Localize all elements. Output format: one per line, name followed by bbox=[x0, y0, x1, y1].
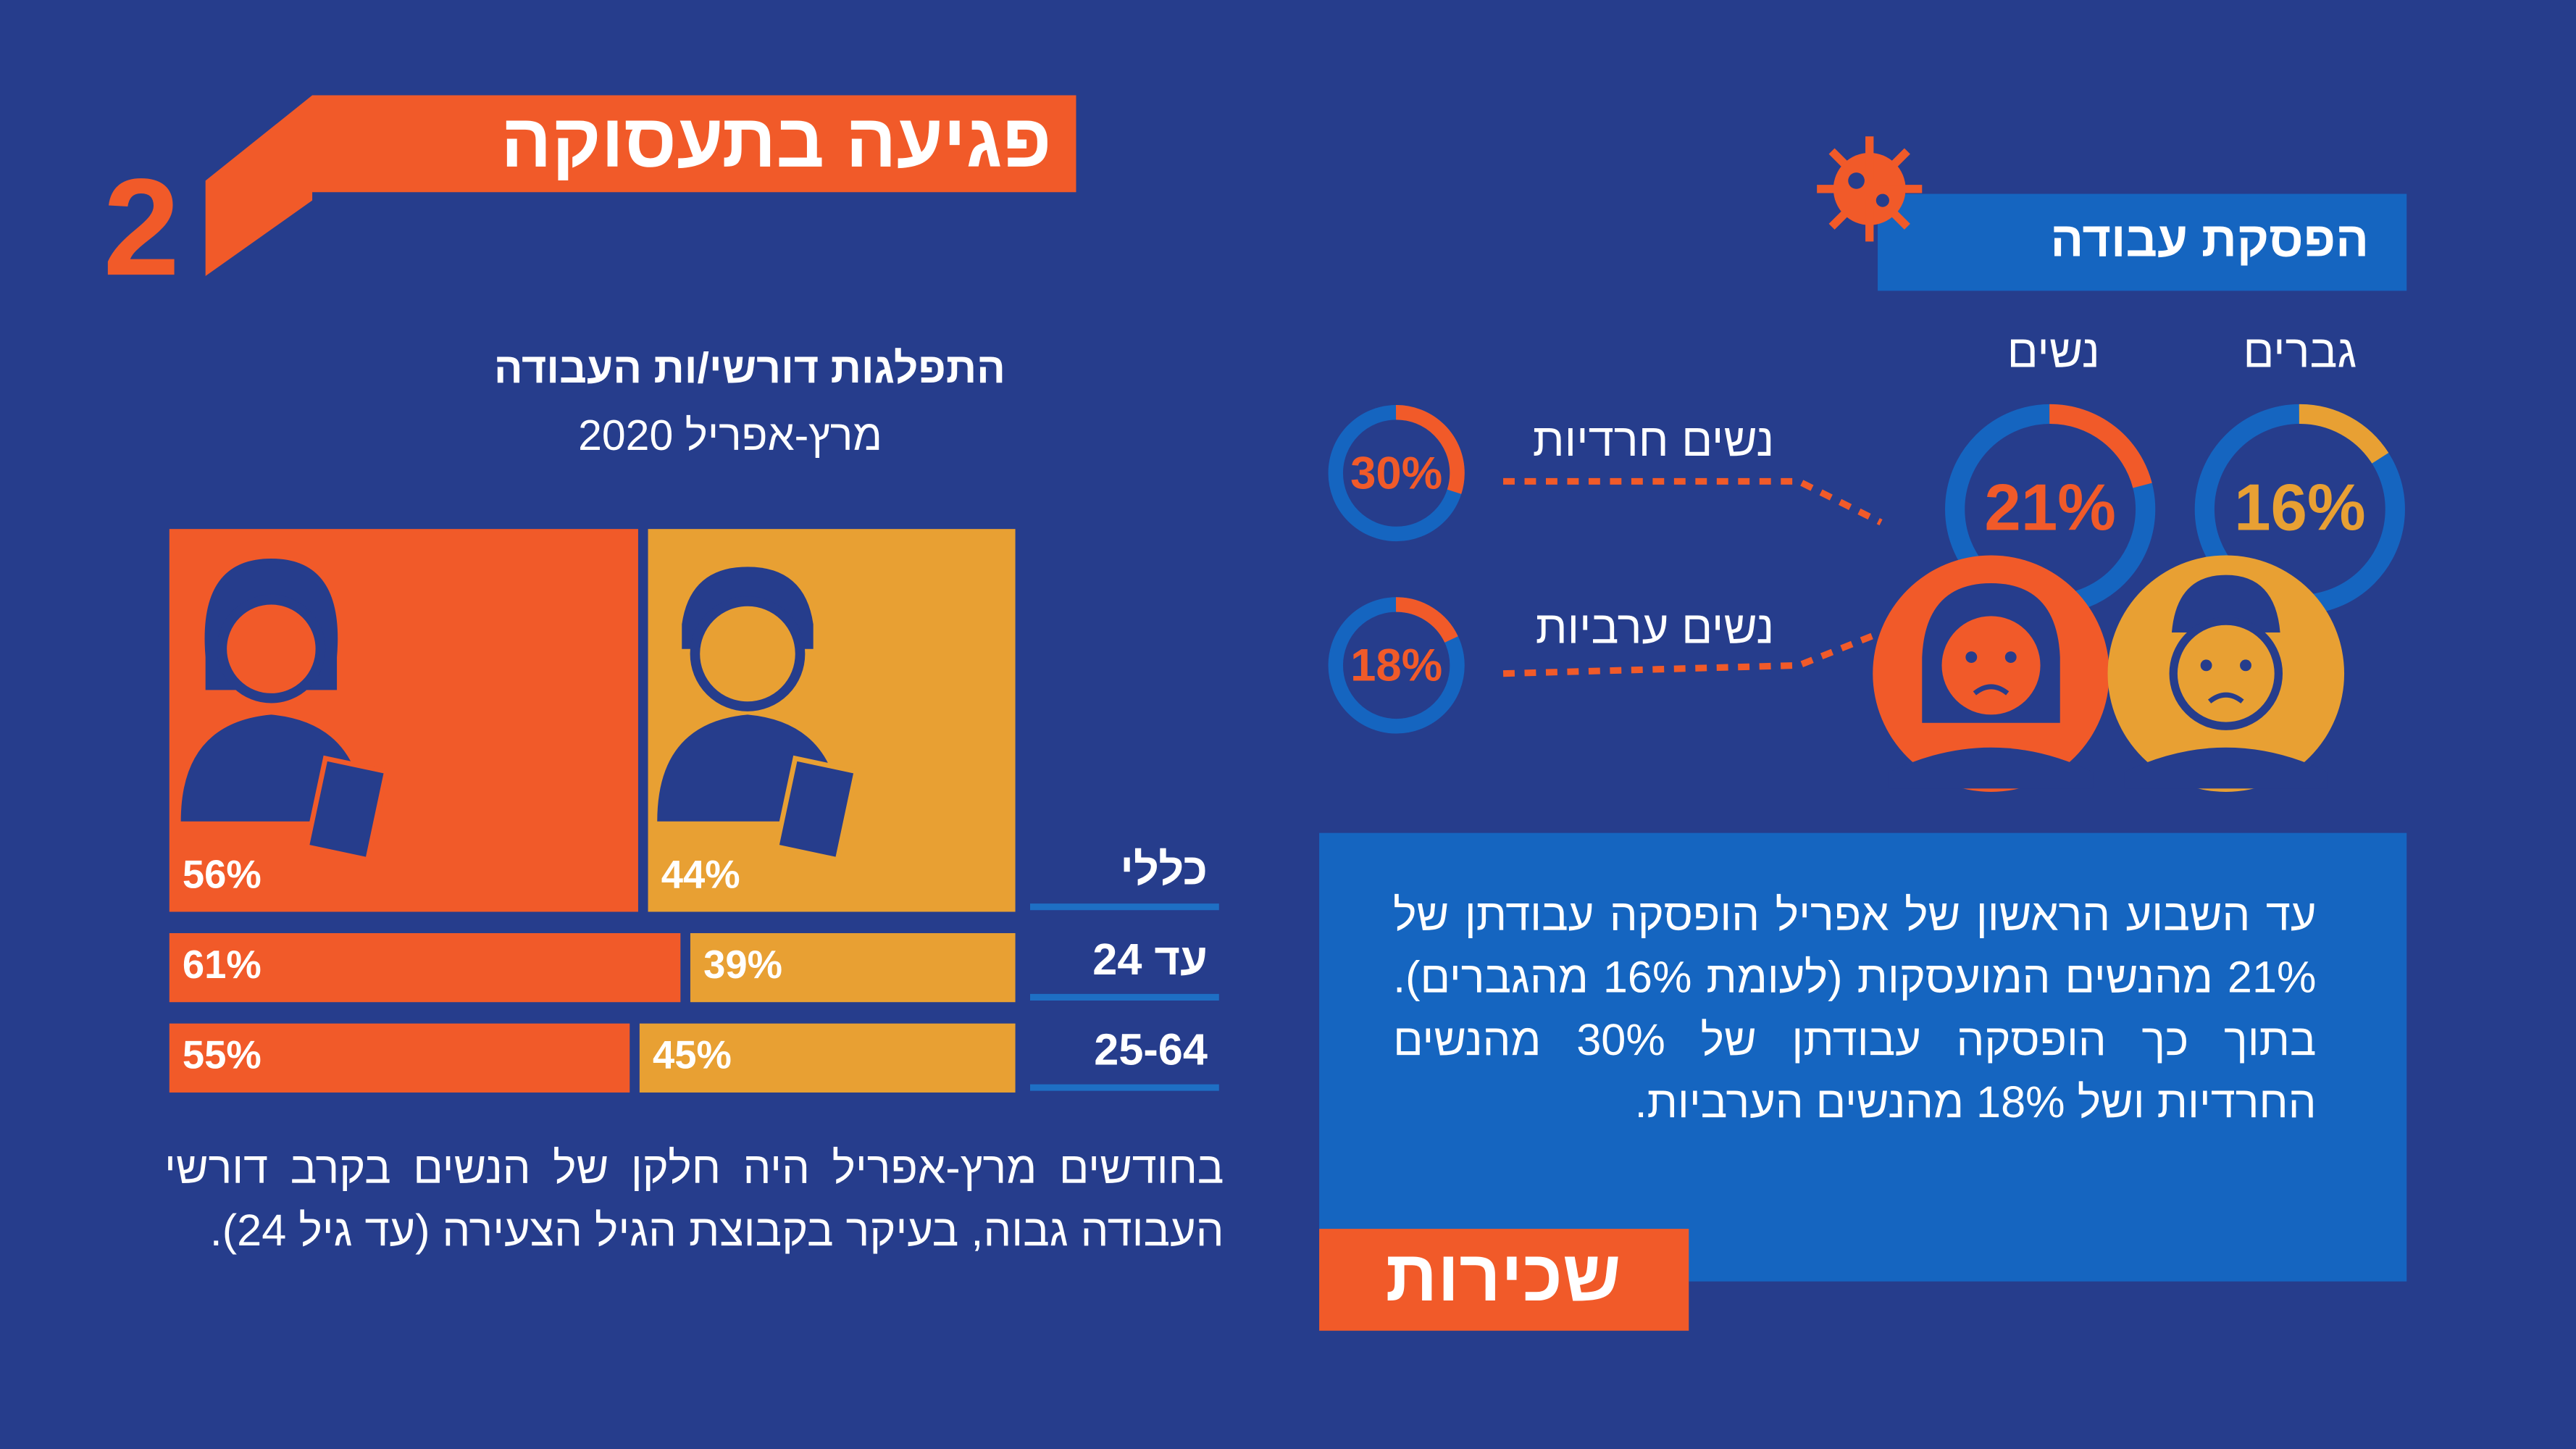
paragraph: עד השבוע הראשון של אפריל הופסקה עבודתן ש… bbox=[1393, 890, 2317, 1127]
donut-category-label: גברים bbox=[2243, 327, 2357, 377]
man-face bbox=[2107, 555, 2345, 792]
bar-value-label: 44% bbox=[661, 852, 740, 896]
virus-icon bbox=[1817, 136, 1923, 242]
header-banner bbox=[205, 95, 1076, 276]
donut-value-label: 21% bbox=[1984, 471, 2116, 544]
donut-category-label: נשים ערביות bbox=[1536, 603, 1774, 653]
category-label: עד 24 bbox=[1092, 935, 1208, 984]
donut-title: הפסקת עבודה bbox=[2050, 212, 2369, 267]
man-icon bbox=[657, 567, 860, 863]
category-label: 25-64 bbox=[1094, 1025, 1208, 1074]
bar-segment bbox=[169, 1023, 630, 1093]
section-label-box bbox=[1878, 193, 2407, 291]
donut-value-label: 30% bbox=[1350, 448, 1442, 498]
tag: שכירות bbox=[1386, 1236, 1621, 1316]
chart-subtitle: מרץ-אפריל 2020 bbox=[578, 412, 882, 459]
donut-value-label: 18% bbox=[1350, 640, 1442, 691]
donut-value-label: 16% bbox=[2234, 471, 2366, 544]
donut-arc bbox=[1328, 597, 1465, 734]
chart-title: התפלגות דורשי/ות העבודה bbox=[494, 345, 1005, 392]
donut-category-label: נשים bbox=[2007, 327, 2100, 377]
bar-value-label: 61% bbox=[183, 943, 262, 987]
paragraph-box: עד השבוע הראשון של אפריל הופסקה עבודתן ש… bbox=[1393, 890, 2317, 1127]
bar-value-label: 45% bbox=[653, 1033, 732, 1077]
donut-arc bbox=[2194, 404, 2405, 615]
donut-arc bbox=[1328, 404, 1465, 542]
bar-segment bbox=[169, 932, 681, 1003]
bar-value-label: 56% bbox=[183, 852, 262, 896]
text-box bbox=[1319, 832, 2407, 1282]
bar-value-label: 39% bbox=[703, 943, 782, 987]
chart-caption-box: בחודשים מרץ-אפריל היה חלקן של הנשים בקרב… bbox=[164, 1143, 1224, 1256]
donut-category-label: נשים חרדיות bbox=[1533, 415, 1774, 466]
chart-caption: בחודשים מרץ-אפריל היה חלקן של הנשים בקרב… bbox=[164, 1143, 1224, 1256]
header-title: פגיעה בתעסוקה bbox=[501, 99, 1051, 183]
donut-chart: 21% נשים 16% גברים 30% נשים חרדיות 18% נשים ערב… bbox=[1328, 327, 2405, 734]
woman-icon bbox=[180, 558, 390, 863]
tag-box bbox=[1319, 1229, 1689, 1331]
bar-value-label: 55% bbox=[183, 1033, 262, 1077]
section-number: 2 bbox=[103, 151, 180, 304]
category-label: כללי bbox=[1120, 844, 1208, 893]
woman-face bbox=[1873, 555, 2109, 792]
bar-segment bbox=[639, 1023, 1016, 1093]
bar-segment bbox=[690, 932, 1016, 1003]
donut-arc bbox=[1945, 404, 2156, 615]
